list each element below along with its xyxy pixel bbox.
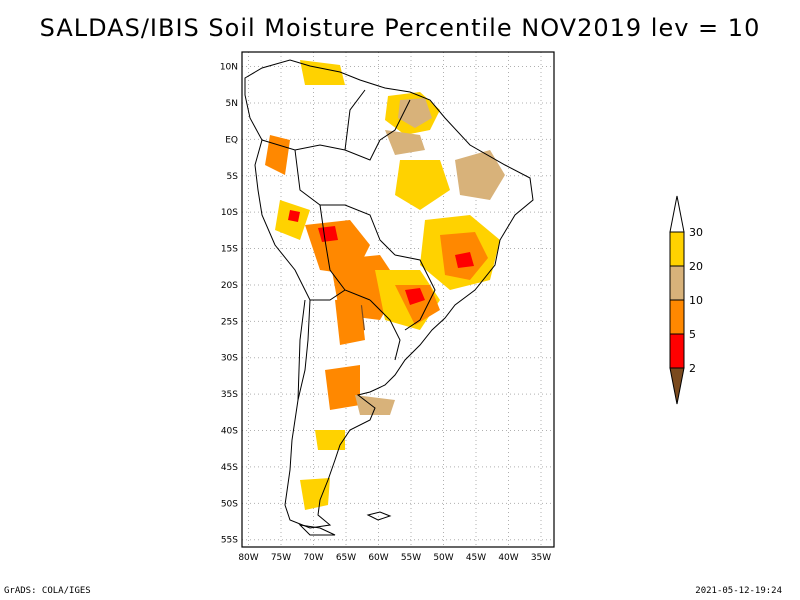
country-border [394, 254, 436, 331]
lon-label: 35W [531, 553, 551, 563]
coastline [244, 59, 534, 536]
colorbar-top-arrow [669, 195, 685, 233]
shade-patch [318, 226, 338, 242]
country-border [310, 289, 346, 301]
lat-label: 5S [227, 172, 239, 182]
shade-patch [335, 298, 365, 345]
lat-label: 20S [221, 281, 238, 291]
shade-patch [325, 365, 360, 410]
footer-timestamp: 2021-05-12-19:24 [695, 586, 782, 596]
shade-patch [398, 98, 432, 128]
colorbar-label: 30 [689, 226, 703, 239]
colorbar-legend: 30 20 10 5 2 [669, 195, 703, 405]
country-border [379, 99, 411, 141]
map-grid: 10N 5N EQ 5S 10S 15S 20S 25S 30S 35S 40S 45S 50S 55S8… [220, 52, 554, 563]
lat-label: 10S [221, 208, 238, 218]
shade-patch [455, 150, 505, 200]
country-border [261, 139, 381, 161]
shade-patch [315, 430, 345, 450]
lon-label: 70W [303, 553, 323, 563]
shade-patch [395, 285, 440, 325]
colorbar-segment [669, 265, 685, 301]
lat-label: 10N [220, 63, 238, 73]
lon-label: 75W [271, 553, 291, 563]
shade-patch [265, 135, 290, 175]
falklands-outline [366, 511, 392, 521]
shade-patch [288, 210, 300, 222]
shade-patch [385, 130, 425, 155]
lat-label: 25S [221, 317, 238, 327]
lon-label: 65W [336, 553, 356, 563]
lon-label: 60W [368, 553, 388, 563]
lat-label: 45S [221, 463, 238, 473]
lat-label: 50S [221, 499, 238, 509]
south-america-outline [244, 59, 534, 529]
shade-patch [300, 60, 345, 85]
country-border [319, 204, 371, 301]
country-border [369, 299, 401, 361]
shade-patch [455, 252, 474, 268]
colorbar-label: 10 [689, 294, 703, 307]
lat-label: 40S [221, 427, 238, 437]
lon-label: 55W [401, 553, 421, 563]
country-border [344, 89, 366, 151]
map-frame [241, 51, 555, 548]
lat-label: 15S [221, 245, 238, 255]
footer-credit: GrADS: COLA/IGES [4, 586, 91, 596]
soil-moisture-shading [265, 60, 505, 510]
colorbar-label: 20 [689, 260, 703, 273]
country-border [294, 149, 396, 256]
lon-label: 45W [466, 553, 486, 563]
lat-label: 30S [221, 354, 238, 364]
lat-label: 5N [226, 99, 238, 109]
lon-label: 50W [433, 553, 453, 563]
shade-patch [355, 395, 395, 415]
lat-label: 35S [221, 390, 238, 400]
lon-label: 40W [498, 553, 518, 563]
tierra-del-fuego-outline [298, 524, 336, 536]
map-title: SALDAS/IBIS Soil Moisture Percentile NOV… [39, 14, 761, 42]
colorbar-segment [669, 299, 685, 335]
lat-label: 55S [221, 536, 238, 546]
country-border [297, 299, 306, 401]
colorbar-bottom-arrow [669, 367, 685, 405]
shade-patch [405, 288, 425, 305]
lat-label: EQ [225, 135, 238, 145]
colorbar-label: 2 [689, 362, 696, 375]
shade-patch [300, 478, 330, 510]
colorbar-segment [669, 333, 685, 369]
colorbar-label: 5 [689, 328, 696, 341]
colorbar-segment [669, 231, 685, 267]
shade-patch [395, 160, 450, 210]
lon-label: 80W [238, 553, 258, 563]
